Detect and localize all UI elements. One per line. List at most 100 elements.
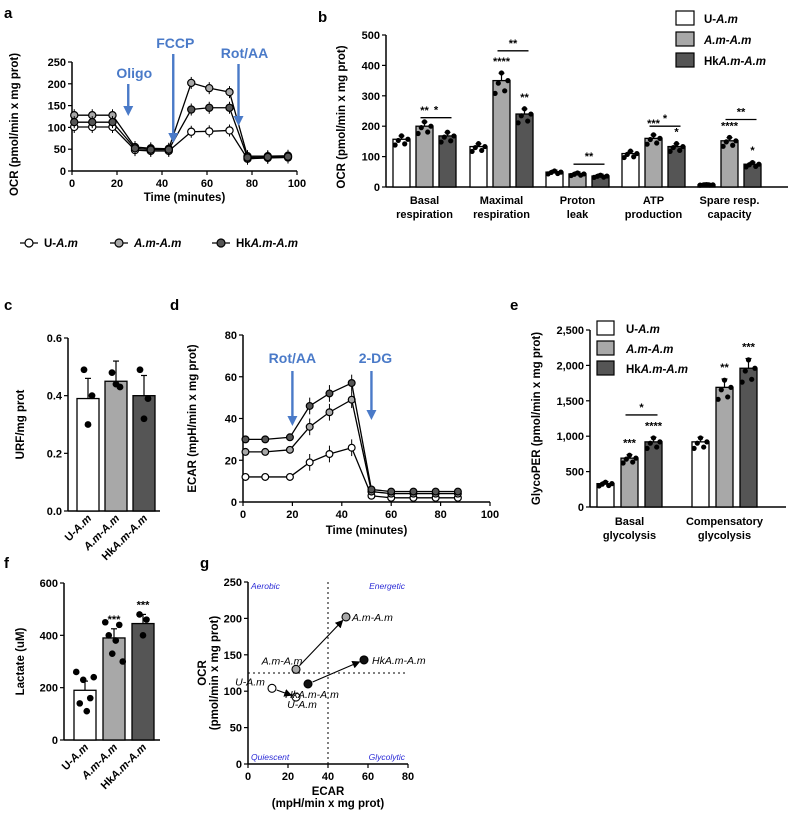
b-replicate-dot	[634, 150, 640, 157]
panel-letter-e: e	[510, 297, 518, 314]
b-replicate-dot	[438, 139, 444, 145]
legend-a-label: U-A.m	[44, 238, 78, 250]
b-replicate-dot	[627, 148, 634, 154]
a-data-point	[283, 152, 293, 161]
e-replicate-dot	[623, 456, 629, 462]
g-point-label: U-A.m	[287, 699, 317, 711]
e-replicate-dot	[630, 459, 636, 465]
chart-d-ecar-time: 0 20 40 60 80 0 20 40 60 80 100 Time (minutes) ECAR …	[187, 330, 499, 537]
b-replicate-dot	[405, 136, 411, 142]
e-replicate-dot	[626, 452, 633, 458]
b-bracket-label: **	[509, 38, 518, 50]
b-replicate-dot	[425, 129, 431, 135]
g-y-title: OCR	[197, 660, 209, 686]
legend-a-marker	[216, 238, 226, 248]
f-significance: ***	[137, 599, 151, 611]
e-replicate-dot	[633, 455, 639, 461]
a-xtick-label: 40	[156, 178, 168, 190]
c-replicate-dot	[108, 369, 116, 376]
b-replicate-dot	[398, 133, 405, 139]
a-data-point	[187, 127, 196, 136]
b-category-label-line2: production	[625, 209, 683, 221]
d-data-point	[241, 472, 250, 481]
a-ytick-label: 200	[48, 79, 66, 91]
b-replicate-dot	[495, 80, 501, 86]
b-replicate-dot	[621, 154, 627, 161]
e-replicate-dot	[620, 460, 626, 466]
d-data-point	[305, 422, 314, 431]
f-replicate-dot	[76, 700, 84, 707]
f-replicate-dot	[105, 632, 113, 639]
a-x-title: Time (minutes)	[144, 192, 226, 204]
f-ytick-label: 400	[40, 630, 58, 642]
f-replicate-dot	[143, 616, 150, 623]
b-ytick-label: 0	[374, 182, 380, 194]
panel-letter-f: f	[4, 555, 10, 572]
a-data-point	[108, 117, 117, 127]
b-replicate-dot	[647, 136, 653, 143]
g-ytick-label: 0	[236, 759, 242, 771]
b-category-label-line1: Spare resp.	[700, 195, 760, 207]
f-replicate-dot	[86, 694, 94, 702]
d-data-point	[387, 487, 396, 496]
b-replicate-dot	[482, 143, 488, 150]
e-legend-label: U-A.m	[626, 324, 660, 336]
c-bar	[132, 395, 156, 512]
c-bar	[104, 380, 128, 512]
e-replicate-dot	[752, 365, 758, 371]
g-data-point	[267, 683, 277, 693]
a-data-point	[205, 127, 214, 136]
b-bar	[492, 79, 511, 188]
f-replicate-dot	[139, 632, 147, 639]
e-replicate-dot	[745, 357, 752, 363]
b-significance: **	[420, 105, 429, 117]
b-replicate-dot	[472, 144, 478, 151]
e-category-label-line1: Compensatory	[686, 516, 764, 528]
d-xtick-label: 80	[434, 509, 446, 521]
c-replicate-dot	[84, 421, 92, 428]
c-replicate-dot	[88, 392, 96, 400]
b-significance: **	[520, 92, 529, 104]
panel-letter-a: a	[4, 5, 13, 22]
b-replicate-dot	[402, 141, 408, 147]
b-replicate-dot	[677, 147, 683, 154]
b-legend-label: A.m-A.m	[703, 35, 751, 47]
e-legend-label: HkA.m-A.m	[626, 364, 688, 376]
b-replicate-dot	[518, 113, 524, 119]
b-replicate-dot	[650, 132, 657, 138]
d-xtick-label: 0	[240, 509, 246, 521]
b-replicate-dot	[498, 70, 505, 76]
g-xtick-label: 0	[245, 771, 251, 783]
a-data-point	[243, 153, 252, 162]
e-replicate-dot	[691, 445, 697, 451]
b-replicate-dot	[444, 129, 451, 135]
b-category-label-line2: respiration	[473, 209, 530, 221]
b-replicate-dot	[502, 88, 508, 94]
e-replicate-dot	[697, 435, 704, 441]
b-replicate-dot	[749, 159, 756, 166]
b-replicate-dot	[528, 111, 534, 117]
g-quadrant-label: Energetic	[369, 581, 406, 591]
b-replicate-dot	[657, 135, 663, 141]
d-injection-arrowhead	[366, 410, 377, 420]
c-y-title: URF/mg prot	[15, 390, 27, 460]
b-bracket-label: *	[434, 105, 439, 117]
a-injection-arrowhead	[233, 116, 244, 126]
d-data-point	[241, 435, 250, 444]
a-data-point	[225, 103, 234, 112]
b-ytick-label: 200	[362, 121, 380, 133]
b-replicate-dot	[581, 171, 587, 177]
b-replicate-dot	[654, 140, 660, 146]
b-replicate-dot	[521, 106, 528, 112]
c-replicate-dot	[116, 383, 124, 391]
panel-letter-b: b	[318, 9, 327, 26]
e-replicate-dot	[718, 387, 724, 393]
b-legend-label: U-A.m	[704, 14, 738, 26]
d-data-point	[347, 443, 356, 452]
a-xtick-label: 100	[288, 178, 306, 190]
g-data-point	[341, 612, 351, 622]
d-data-point	[285, 433, 294, 442]
e-category-label-line2: glycolysis	[698, 530, 751, 542]
